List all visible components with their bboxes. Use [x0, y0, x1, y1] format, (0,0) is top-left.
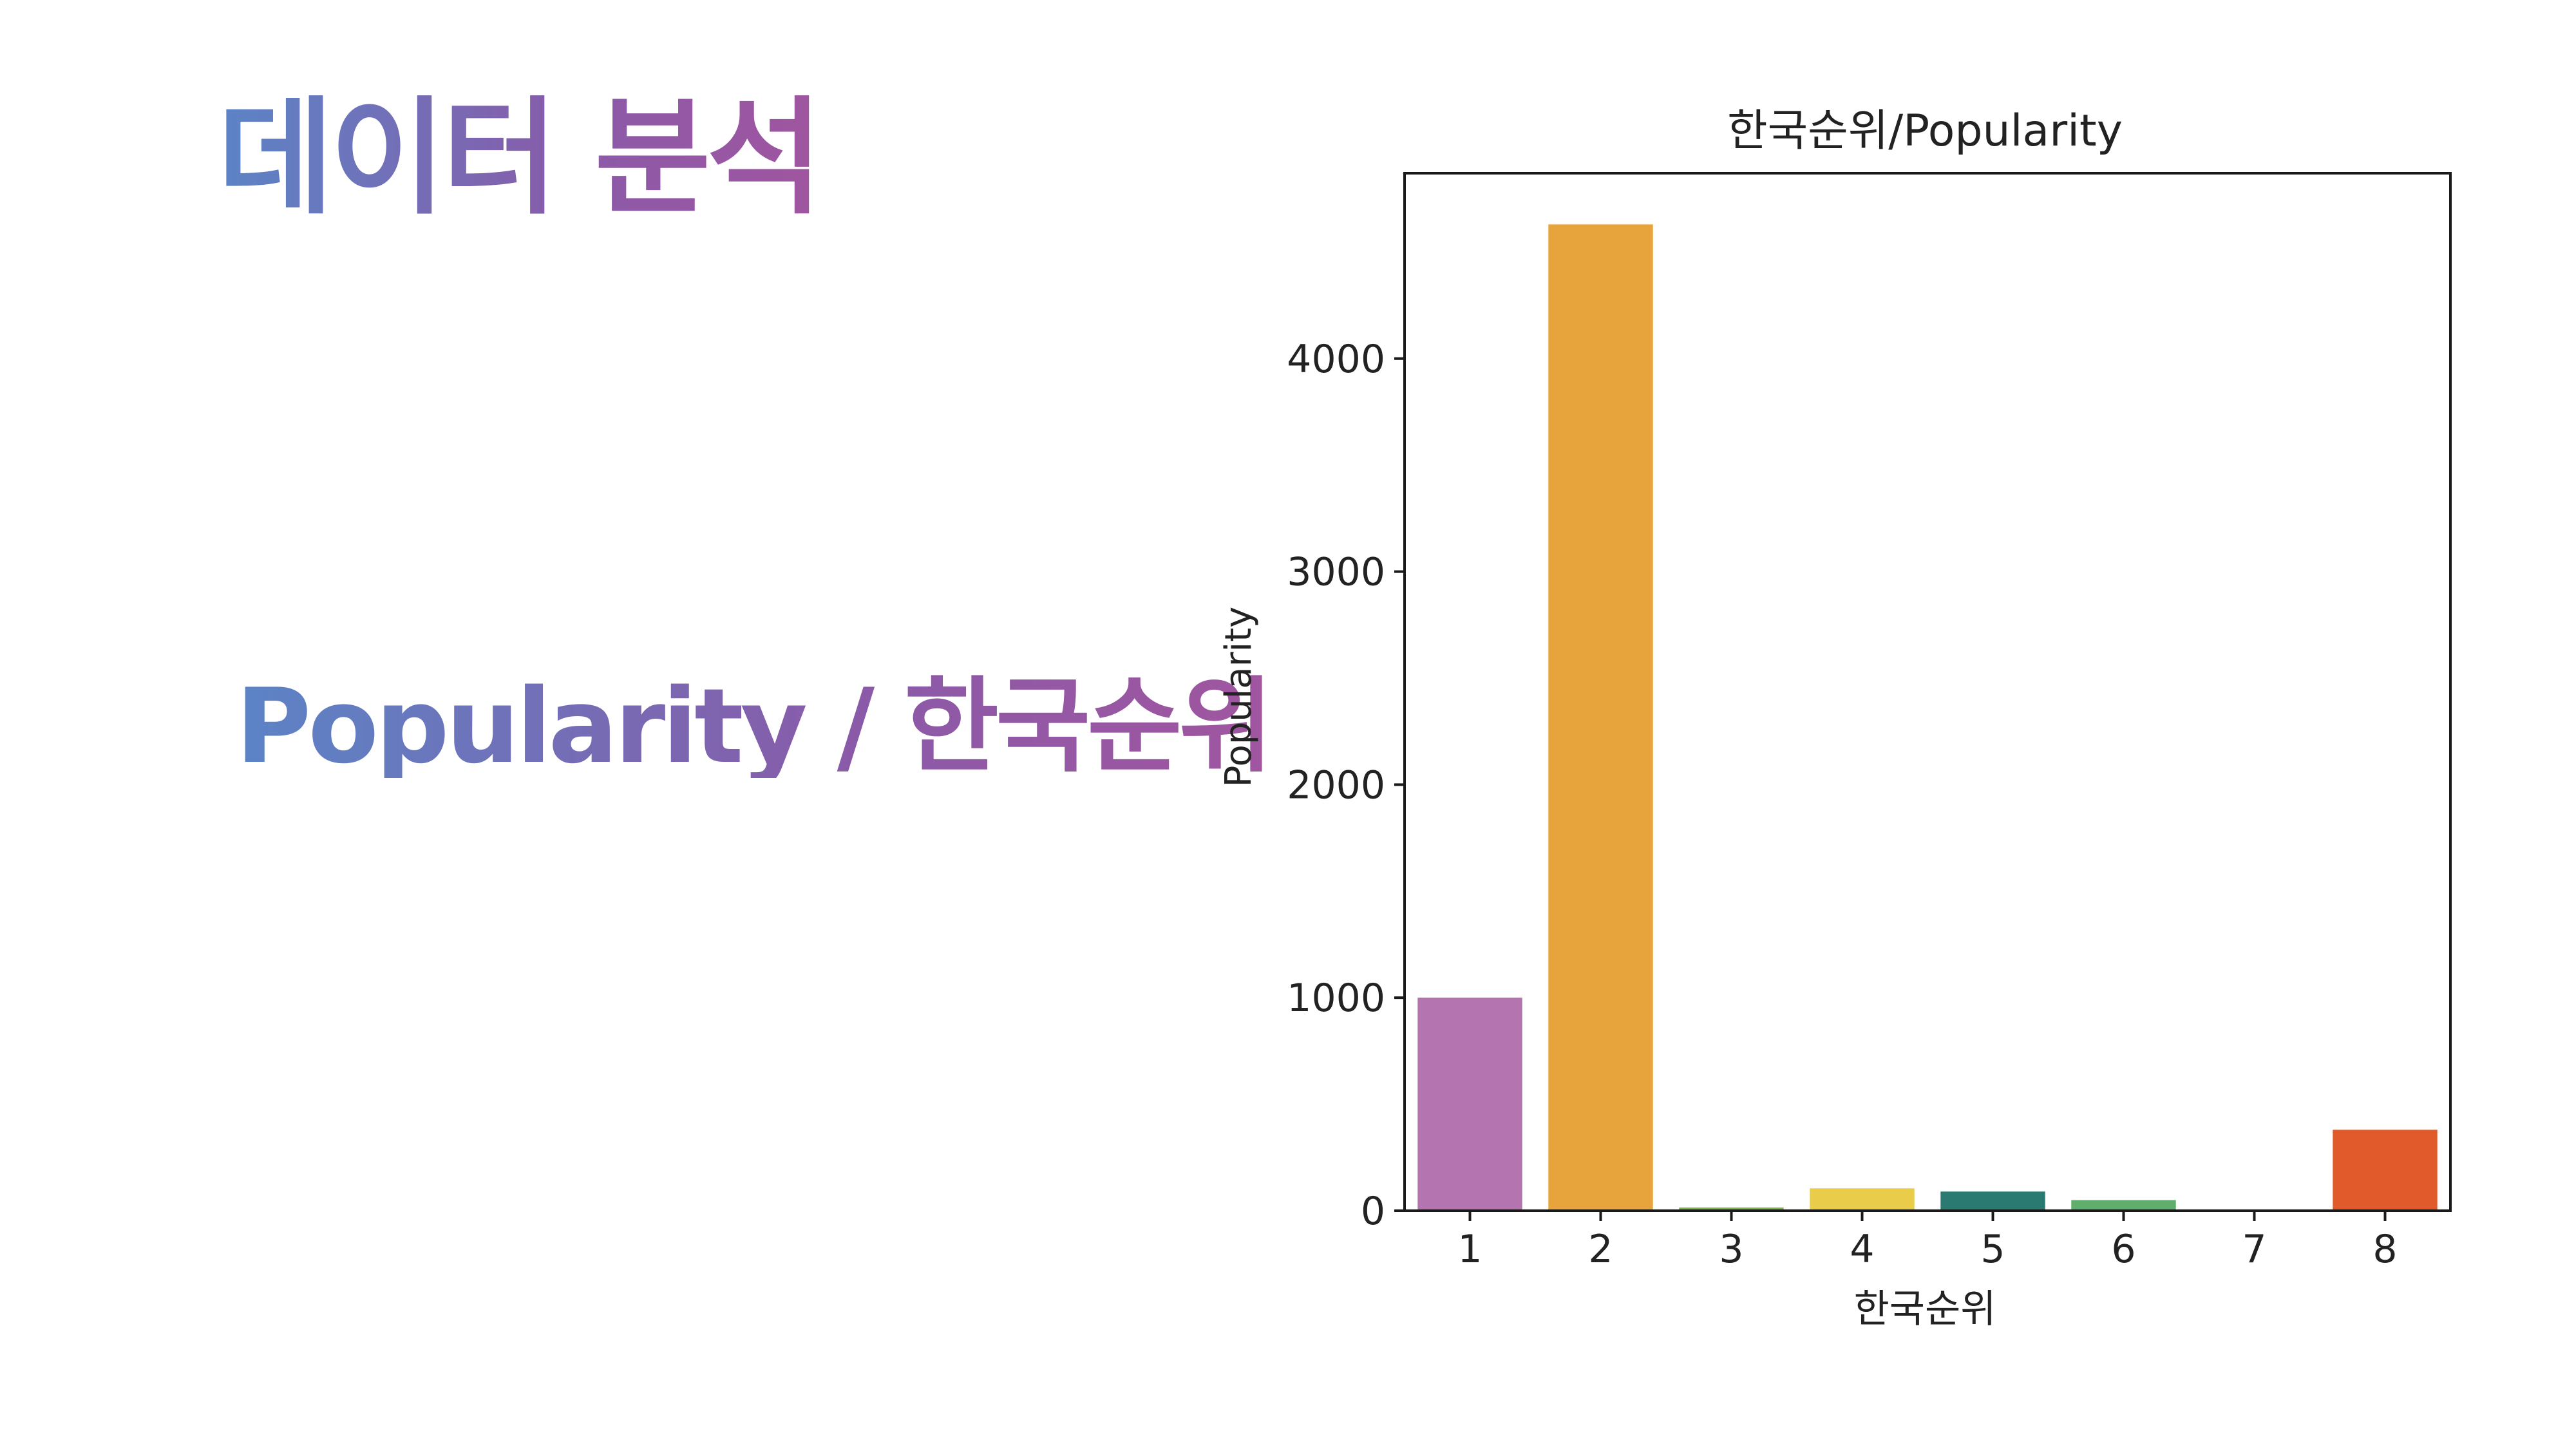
bar-6 [2071, 1200, 2176, 1211]
slide-subtitle: Popularity / 한국순위 [236, 666, 1274, 786]
x-axis: 1 2 3 4 5 6 7 8 [1457, 1211, 2398, 1272]
x-tick-label-6: 6 [2111, 1227, 2136, 1272]
x-tick-label-3: 3 [1719, 1227, 1743, 1272]
bar-3 [1679, 1208, 1784, 1211]
bar-2 [1548, 224, 1653, 1211]
plot-frame [1403, 172, 2452, 1212]
slide-title: 데이터 분석 [218, 85, 823, 232]
y-tick-label-4000: 4000 [1287, 337, 1385, 382]
x-tick-label-8: 8 [2372, 1227, 2397, 1272]
y-tick-label-2000: 2000 [1287, 762, 1385, 808]
y-axis: 0 1000 2000 3000 4000 [1287, 337, 1405, 1234]
bar-5 [1940, 1191, 2045, 1211]
x-axis-label: 한국순위 [1854, 1287, 1996, 1332]
bar-1 [1417, 998, 1522, 1211]
bar-8 [2333, 1130, 2438, 1211]
x-tick-label-7: 7 [2242, 1227, 2266, 1272]
y-tick-label-3000: 3000 [1287, 550, 1385, 595]
y-axis-label: Popularity [1218, 607, 1260, 788]
x-tick-label-1: 1 [1457, 1227, 1482, 1272]
y-tick-label-0: 0 [1361, 1189, 1385, 1234]
x-tick-label-2: 2 [1588, 1227, 1613, 1272]
x-tick-label-4: 4 [1850, 1227, 1874, 1272]
y-tick-label-1000: 1000 [1287, 976, 1385, 1021]
chart-title: 한국순위/Popularity [1727, 106, 2123, 156]
bar-4 [1810, 1188, 1915, 1211]
bars-group [1417, 224, 2438, 1211]
x-tick-label-5: 5 [1980, 1227, 2005, 1272]
